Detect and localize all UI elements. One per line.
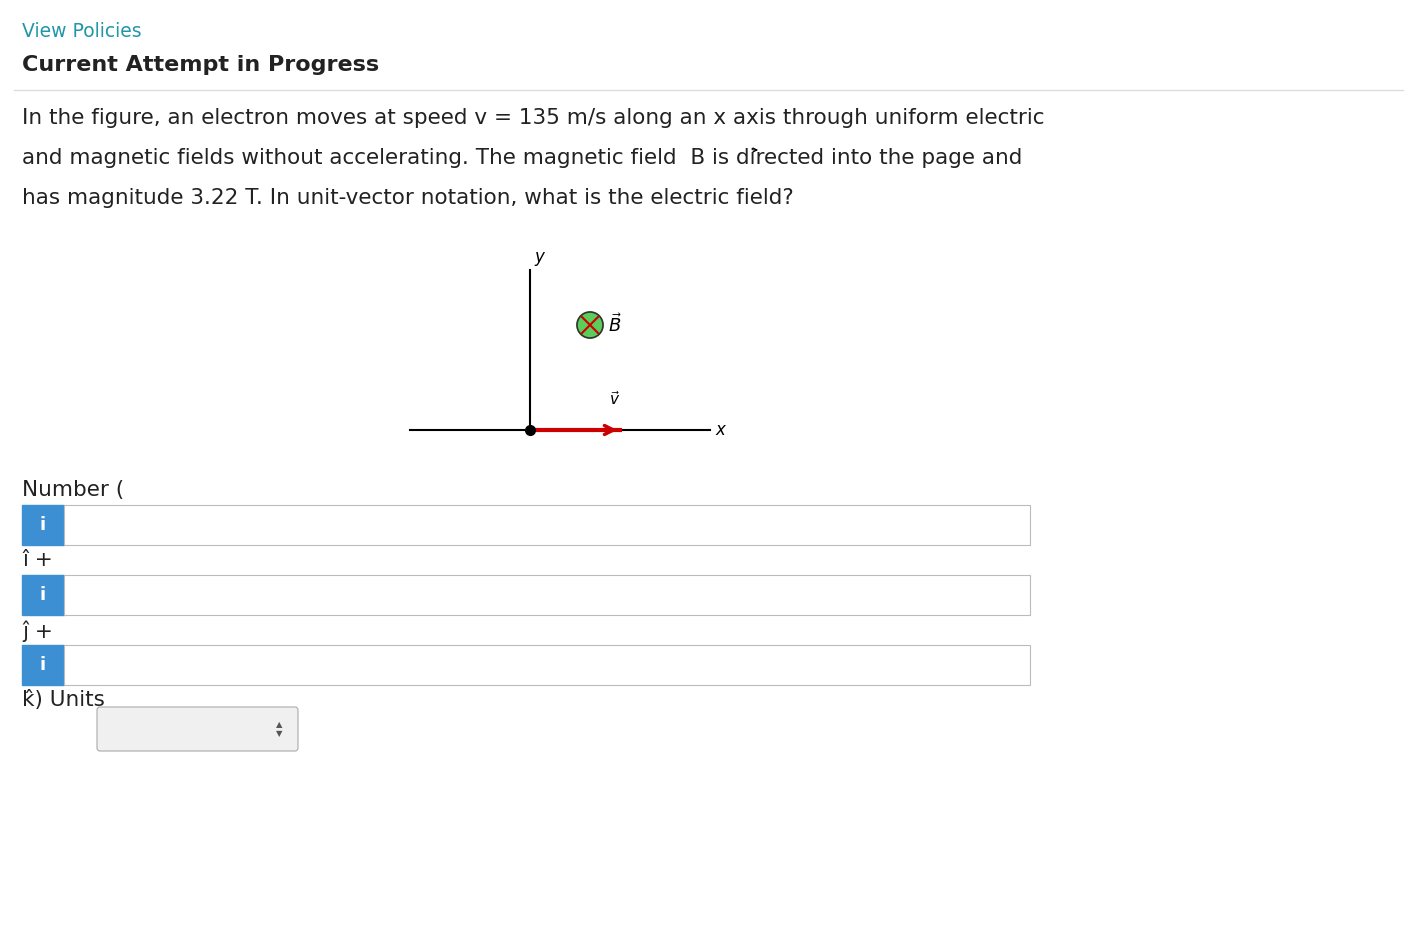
Text: i: i (40, 516, 47, 534)
Bar (23, 645, 64, 685)
Text: i: i (40, 586, 47, 604)
Bar (23, 505, 64, 545)
Text: Current Attempt in Progress: Current Attempt in Progress (23, 55, 380, 75)
Text: Number (: Number ( (23, 480, 125, 500)
Text: î +: î + (23, 550, 52, 570)
Text: y: y (534, 248, 544, 266)
Text: $\vec{v}$: $\vec{v}$ (609, 390, 621, 408)
Bar (64, 505, 1030, 545)
Text: ĵ +: ĵ + (23, 620, 52, 641)
Text: ▲: ▲ (276, 721, 282, 729)
Text: ▼: ▼ (276, 729, 282, 739)
FancyBboxPatch shape (96, 707, 298, 751)
Text: x: x (716, 421, 726, 439)
Circle shape (577, 312, 604, 338)
Text: has magnitude 3.22 T. In unit-vector notation, what is the electric field?: has magnitude 3.22 T. In unit-vector not… (23, 188, 794, 208)
Text: View Policies: View Policies (23, 22, 142, 41)
Text: $\vec{B}$: $\vec{B}$ (608, 313, 622, 337)
Text: i: i (40, 656, 47, 674)
Bar (64, 645, 1030, 685)
Text: and magnetic fields without accelerating. The magnetic field  B is directed into: and magnetic fields without accelerating… (23, 148, 1023, 168)
Bar (64, 575, 1030, 615)
Bar (23, 575, 64, 615)
Text: k̂) Units: k̂) Units (23, 690, 105, 710)
Text: In the figure, an electron moves at speed v = 135 m/s along an x axis through un: In the figure, an electron moves at spee… (23, 108, 1044, 128)
